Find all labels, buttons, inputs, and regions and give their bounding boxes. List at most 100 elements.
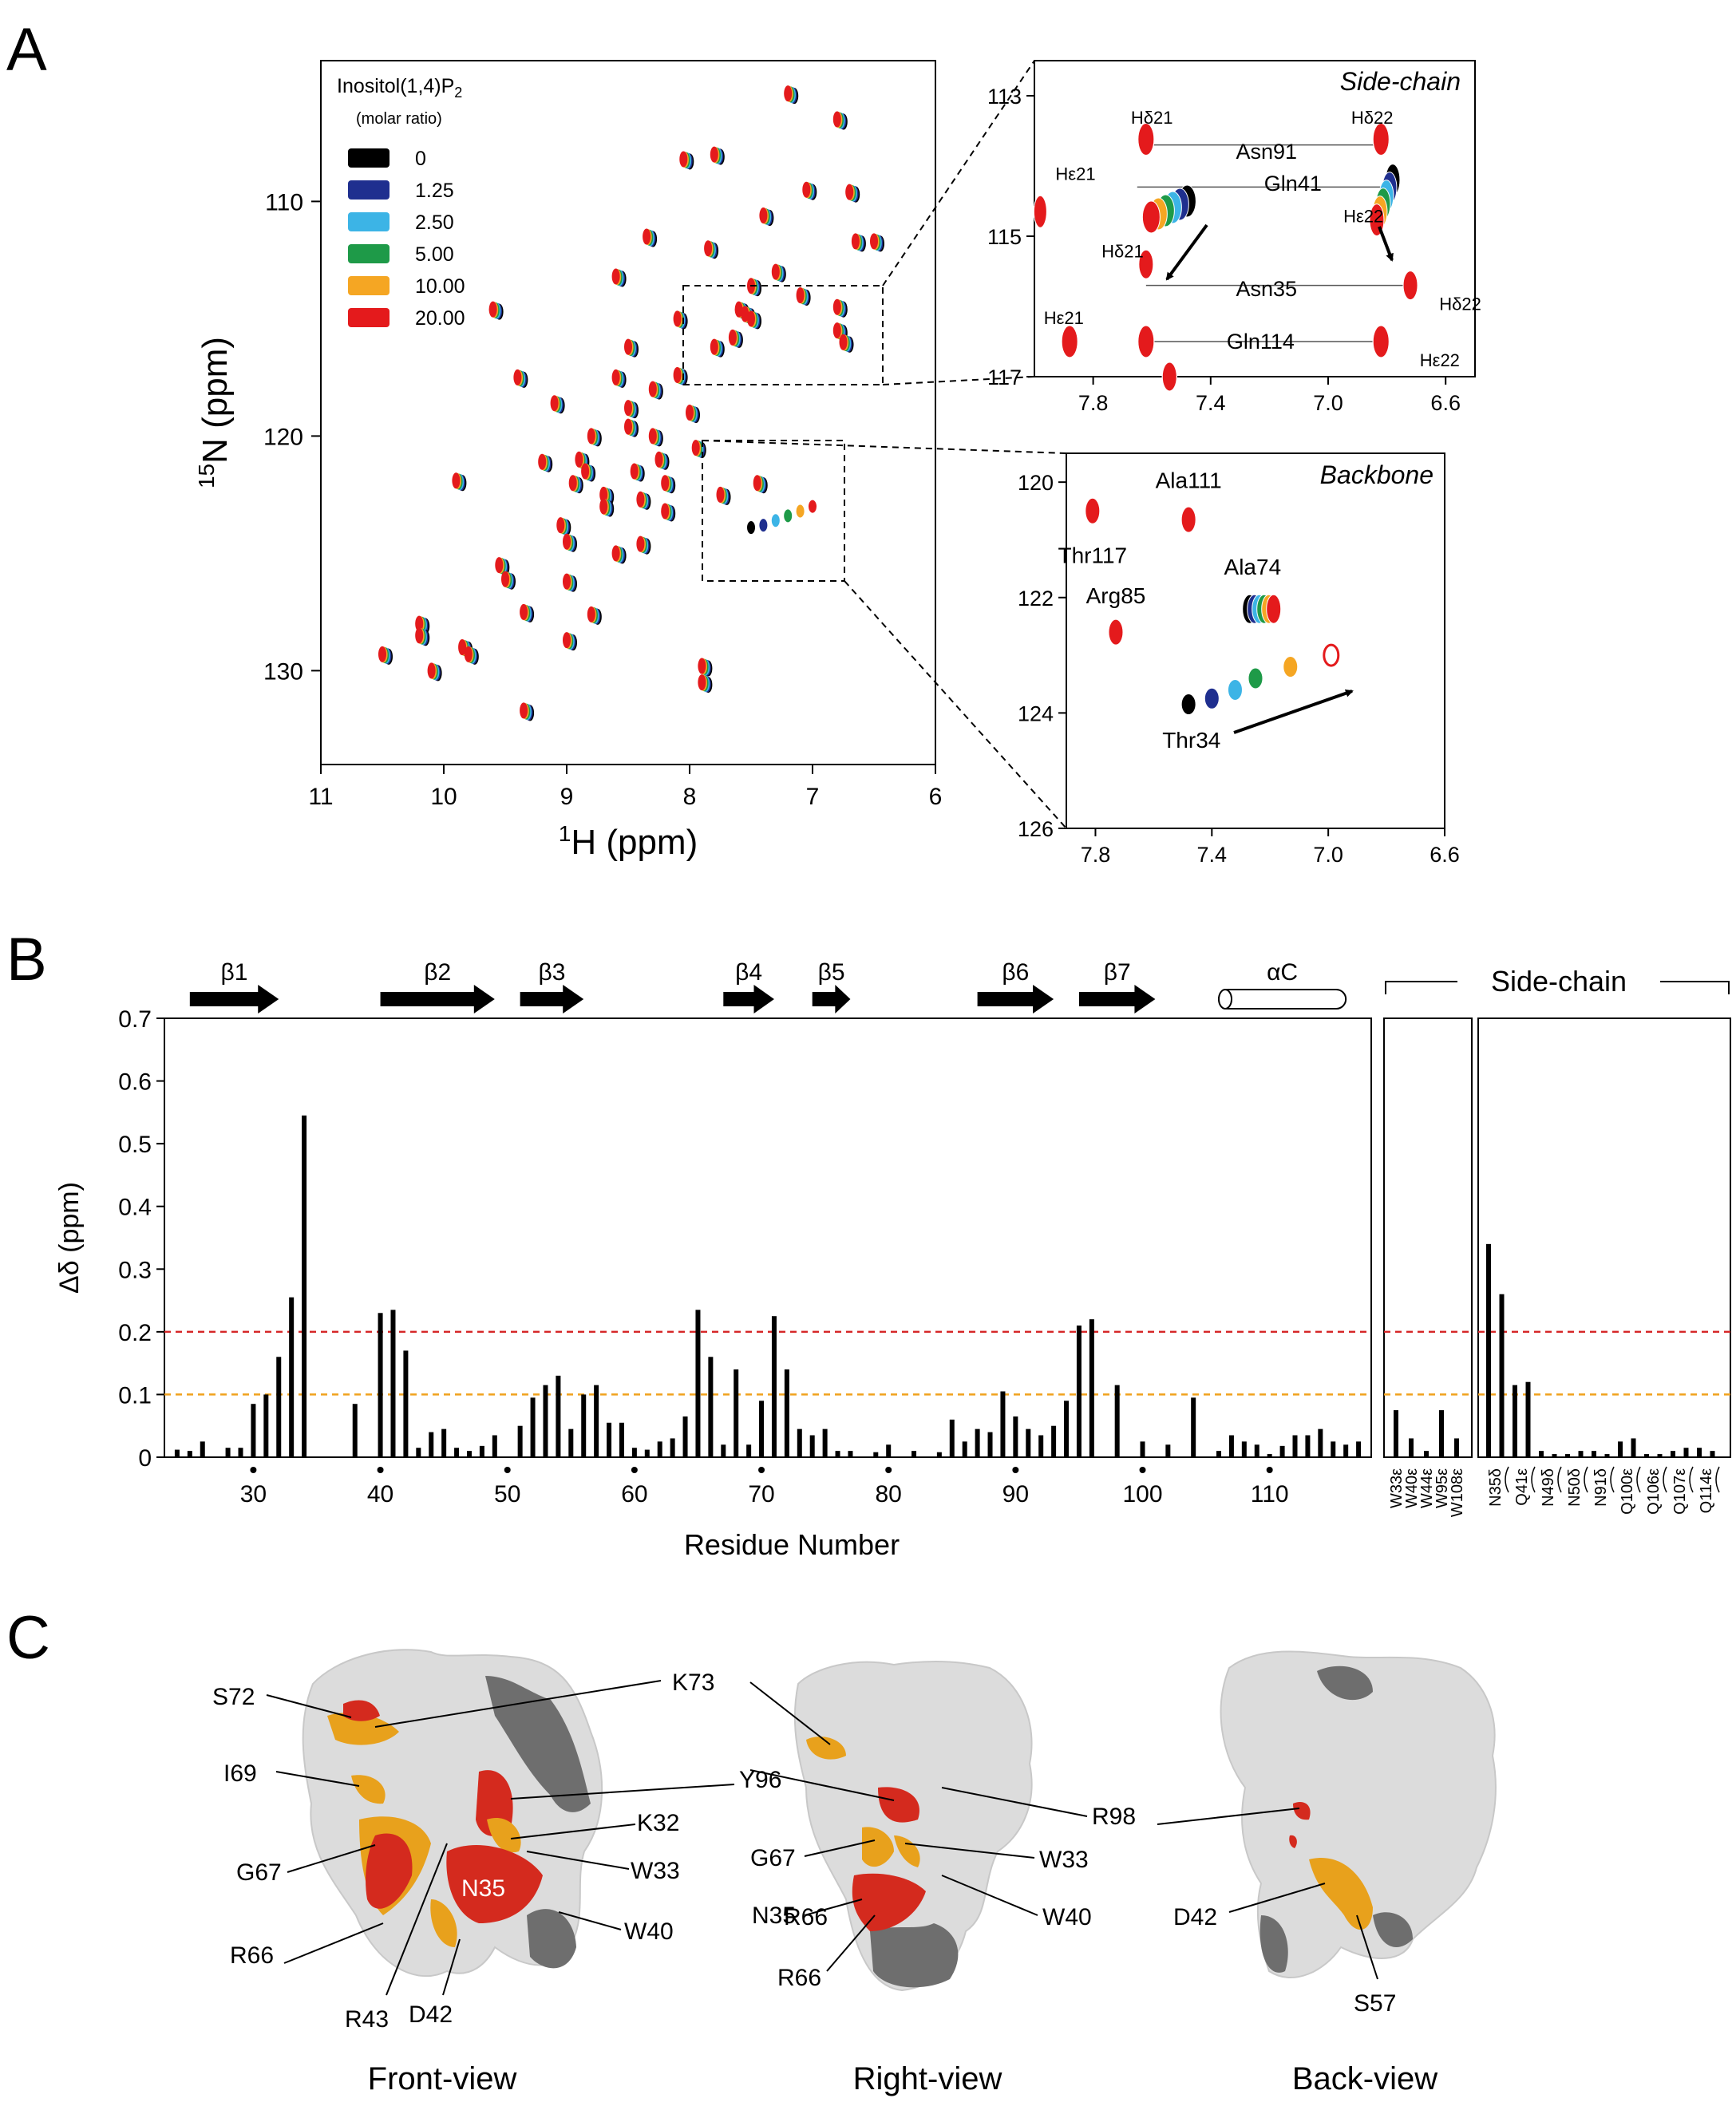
bar [784,1369,789,1457]
alpha-helix-end [1218,989,1233,1010]
peak [550,395,559,412]
residue-label: Y96 [739,1767,781,1793]
ss-label: β5 [818,959,845,986]
zoom-connector [882,376,1035,385]
bar [1292,1435,1298,1457]
bar [454,1448,460,1457]
side-chain-x-ticks: 7.8 7.4 7.0 6.6 [1078,377,1461,415]
leader-line [283,1922,384,1964]
main-legend: Inositol(1,4)P2 (molar ratio) 0 1.25 2.50 5… [337,75,465,330]
bar [390,1310,396,1457]
peak [630,463,639,480]
residue-label: R43 [345,2006,389,2033]
beta-strand [723,985,774,1014]
csp-plot-frame [164,1017,1372,1458]
residue-label: K32 [637,1810,679,1836]
patch-red [446,1844,543,1923]
bar [708,1357,714,1457]
ss-label: αC [1267,959,1298,986]
csp-x-ticks: 30 40 50 60 70 80 90 100 110 [240,1467,1289,1507]
x-tick-label: 50 [494,1481,520,1507]
leader-line [941,1875,1038,1916]
peak [796,287,805,303]
bar [975,1428,980,1457]
peak [1033,195,1047,228]
peak [710,338,718,355]
peak [563,573,571,590]
patch-orange [806,1737,846,1760]
side-chain-connector-lines [1137,144,1411,342]
structure-leader-lines [266,1680,1378,1996]
side-chain-label: Q41ε [1513,1468,1531,1506]
peak [452,472,461,489]
residue-label: R66 [784,1904,828,1930]
bar [594,1385,599,1457]
peak [495,557,504,574]
x-tick-label: 6.6 [1430,391,1461,415]
residue-label: S57 [1354,1990,1396,2017]
bar [263,1394,269,1457]
patch-orange [351,1775,386,1804]
bar [797,1428,802,1457]
peak [1085,497,1101,524]
leader-line [1157,1808,1300,1825]
side-chain-bar [1552,1454,1557,1457]
bar [1013,1416,1018,1457]
peak [538,453,547,470]
side-chain-bar [1671,1451,1675,1457]
peak [661,475,670,492]
bar [1114,1385,1120,1457]
peak [1180,693,1196,716]
peak [832,298,841,315]
peak [741,306,749,322]
x-tick-label: 60 [621,1481,647,1507]
x-tick-label: 40 [367,1481,393,1507]
peak [747,310,755,327]
side-chain-annotations: Hδ21 Hδ22 Asn91 Hε21 Gln41 Hε22 Hδ21 Asn35 Hδ22 H… [1044,108,1481,370]
leader-line [510,1824,636,1839]
bar [822,1428,828,1457]
bar [809,1435,815,1457]
leader-line [558,1911,622,1930]
view-caption: Back-view [1292,2061,1437,2096]
shift-arrow [1233,689,1354,734]
peak [673,366,682,383]
peak [611,268,620,285]
residue-label: R98 [1092,1804,1136,1830]
peak [520,702,528,719]
peak [415,615,424,632]
legend-swatch [348,308,390,327]
peak [1204,687,1220,709]
legend-swatch [348,244,390,263]
x-tick-label: 7.0 [1313,843,1343,867]
residue-label: W33 [631,1858,680,1884]
bar [619,1422,624,1457]
side-chain-label: W108ε [1449,1468,1466,1517]
pair-bracket [1636,1466,1641,1493]
peak [568,475,577,492]
legend-subtitle: (molar ratio) [356,110,442,128]
patch-orange [1309,1858,1373,1930]
surface-front-dark [527,1909,576,1969]
y-tick-label: 0.1 [118,1382,152,1409]
side-chain-bar [1710,1451,1715,1457]
bar [949,1419,955,1457]
bar [276,1357,282,1457]
peak [575,451,583,468]
side-chain-bar [1592,1451,1596,1457]
peak [648,381,657,397]
legend-label: 10.00 [415,275,465,298]
peak [734,301,743,318]
bar [644,1449,650,1457]
bar [848,1451,853,1457]
bar [682,1416,688,1457]
bar [1241,1441,1247,1457]
residue-label: G67 [750,1845,796,1871]
tick-mark [758,1467,765,1473]
side-chain-bar [1439,1410,1444,1457]
peak [784,509,793,523]
patch-orange [430,1899,457,1947]
peak [378,646,386,662]
leader-line [374,1680,662,1728]
peak-annotation: Asn35 [1236,277,1297,301]
